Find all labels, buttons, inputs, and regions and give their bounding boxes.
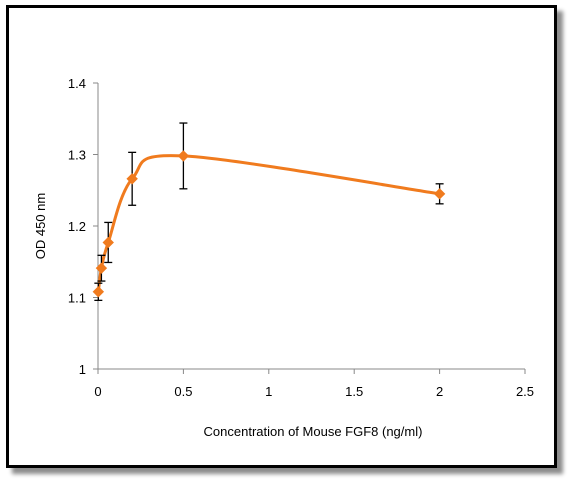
y-tick-label: 1.2 <box>68 219 86 234</box>
x-tick-label: 0.5 <box>174 384 192 399</box>
x-tick-label: 1 <box>265 384 272 399</box>
y-tick-label: 1.1 <box>68 291 86 306</box>
y-tick-label: 1.4 <box>68 76 86 91</box>
series-line <box>96 154 440 292</box>
data-point <box>95 262 108 274</box>
data-point <box>126 173 138 185</box>
data-point <box>433 188 446 200</box>
data-point <box>102 236 114 249</box>
x-axis-title: Concentration of Mouse FGF8 (ng/ml) <box>204 424 423 439</box>
error-bars <box>94 122 444 302</box>
x-tick-label: 0 <box>94 384 101 399</box>
x-tick-label: 2.5 <box>516 384 534 399</box>
tick-labels: 1 1.1 1.2 1.3 1.4 0 0.5 1 1.5 2 2.5 <box>68 76 534 399</box>
axes <box>97 83 525 370</box>
y-tick-label: 1 <box>79 362 86 377</box>
y-tick-label: 1.3 <box>68 148 86 163</box>
y-axis-title: OD 450 nm <box>33 193 48 259</box>
data-point <box>92 286 105 298</box>
x-tick-label: 2 <box>436 384 443 399</box>
data-point <box>177 150 190 162</box>
x-tick-label: 1.5 <box>345 384 363 399</box>
data-points <box>92 150 446 298</box>
